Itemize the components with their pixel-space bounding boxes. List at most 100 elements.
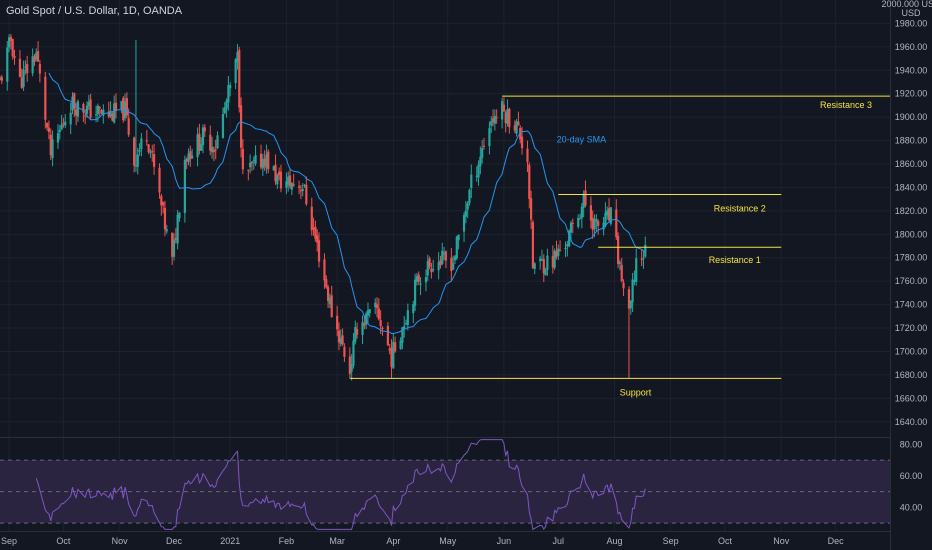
- candle-body: [26, 63, 29, 74]
- candle-body: [0, 78, 2, 80]
- candle-body: [133, 137, 136, 166]
- candle-body: [622, 282, 625, 289]
- price-axis[interactable]: 1640.00 1660.00 1680.00 1700.00 1720.00 1740.…: [895, 18, 928, 426]
- candle-body: [236, 51, 239, 63]
- candle-body: [341, 335, 344, 345]
- price-tick-label: 1720.00: [895, 323, 928, 333]
- candle-body: [540, 259, 544, 261]
- candle-body: [162, 202, 165, 206]
- candle-body: [444, 251, 448, 261]
- candle-body: [355, 329, 359, 335]
- candle-body: [263, 158, 266, 166]
- candle-body: [475, 175, 478, 177]
- candle-body: [390, 347, 393, 367]
- candle-body: [386, 325, 390, 346]
- candle-body: [481, 148, 484, 158]
- candle-body: [301, 188, 304, 191]
- price-tick-label: 1780.00: [895, 253, 928, 263]
- candle-body: [546, 255, 549, 270]
- candle-body: [617, 235, 620, 265]
- candle-body: [114, 102, 118, 111]
- candle-body: [515, 121, 518, 134]
- candle-body: [249, 162, 252, 168]
- candle-body: [87, 101, 90, 107]
- candle-body: [528, 164, 531, 199]
- candle-body: [577, 217, 580, 227]
- candle-body: [604, 212, 607, 226]
- level-label: Resistance 3: [820, 100, 872, 110]
- candle-body: [136, 154, 139, 167]
- candle-body: [442, 253, 446, 255]
- candle-body: [122, 97, 125, 121]
- candle-body: [508, 108, 511, 128]
- candle-body: [9, 36, 12, 42]
- time-tick-label: Dec: [166, 536, 183, 546]
- candle-body: [609, 207, 612, 224]
- price-tick-label: 1920.00: [895, 89, 928, 99]
- candle-body: [452, 263, 455, 270]
- candle-body: [94, 114, 98, 116]
- candle-body: [172, 240, 176, 257]
- time-tick-label: Dec: [828, 536, 845, 546]
- candle-body: [113, 103, 116, 123]
- candle-body: [102, 109, 105, 116]
- candle-body: [31, 56, 34, 74]
- candle-body: [520, 136, 524, 149]
- candle-body: [493, 115, 496, 124]
- candle-body: [602, 222, 605, 230]
- candle-body: [292, 184, 295, 186]
- candle-body: [417, 274, 420, 282]
- candle-body: [158, 167, 161, 193]
- candle-body: [399, 340, 402, 349]
- candle-body: [247, 169, 250, 171]
- candle-body: [189, 151, 192, 160]
- candle-body: [267, 151, 270, 170]
- candle-body: [241, 148, 244, 170]
- candle-body: [176, 214, 179, 244]
- candle-body: [477, 164, 480, 178]
- candle-body: [553, 250, 556, 268]
- candle-body: [60, 124, 63, 130]
- candle-body: [96, 105, 99, 115]
- candle-body: [513, 125, 516, 131]
- candle-body: [312, 227, 315, 230]
- time-tick-label: Apr: [386, 536, 400, 546]
- candle-body: [22, 69, 25, 88]
- candle-body: [589, 205, 593, 221]
- candle-body: [299, 190, 302, 192]
- candle-body: [439, 260, 442, 265]
- candle-body: [640, 258, 643, 260]
- candle-body: [138, 150, 141, 152]
- time-axis[interactable]: Sep Oct Nov Dec 2021 Feb Mar Apr May Jun Jul Aug Sep…: [1, 536, 844, 546]
- rsi-tick-label: 80.00: [900, 439, 923, 449]
- candle-body: [330, 295, 333, 318]
- price-tick-label: 1940.00: [895, 65, 928, 75]
- candle-body: [13, 56, 16, 58]
- candle-body: [569, 222, 573, 233]
- candle-body: [288, 175, 292, 187]
- candle-body: [191, 155, 194, 159]
- candle-body: [225, 100, 228, 109]
- candle-body: [272, 166, 275, 171]
- candle-body: [607, 208, 611, 221]
- time-tick-label: Sep: [1, 536, 17, 546]
- time-tick-label: Jul: [553, 536, 565, 546]
- candle-body: [69, 112, 72, 125]
- candle-body: [354, 326, 357, 342]
- rsi-axis[interactable]: 40.00 60.00 80.00: [900, 439, 923, 512]
- candle-body: [265, 154, 268, 169]
- candle-body: [633, 279, 636, 282]
- candle-body: [276, 174, 279, 185]
- candle-body: [328, 298, 331, 304]
- candle-body: [428, 258, 431, 268]
- candle-body: [75, 109, 78, 116]
- time-tick-label: Nov: [773, 536, 790, 546]
- candle-body: [287, 176, 290, 185]
- candle-body: [381, 327, 384, 329]
- candle-body: [127, 118, 130, 135]
- candle-body: [394, 342, 397, 352]
- candle-body: [214, 149, 217, 151]
- candle-body: [20, 77, 23, 88]
- candle-body: [580, 206, 583, 219]
